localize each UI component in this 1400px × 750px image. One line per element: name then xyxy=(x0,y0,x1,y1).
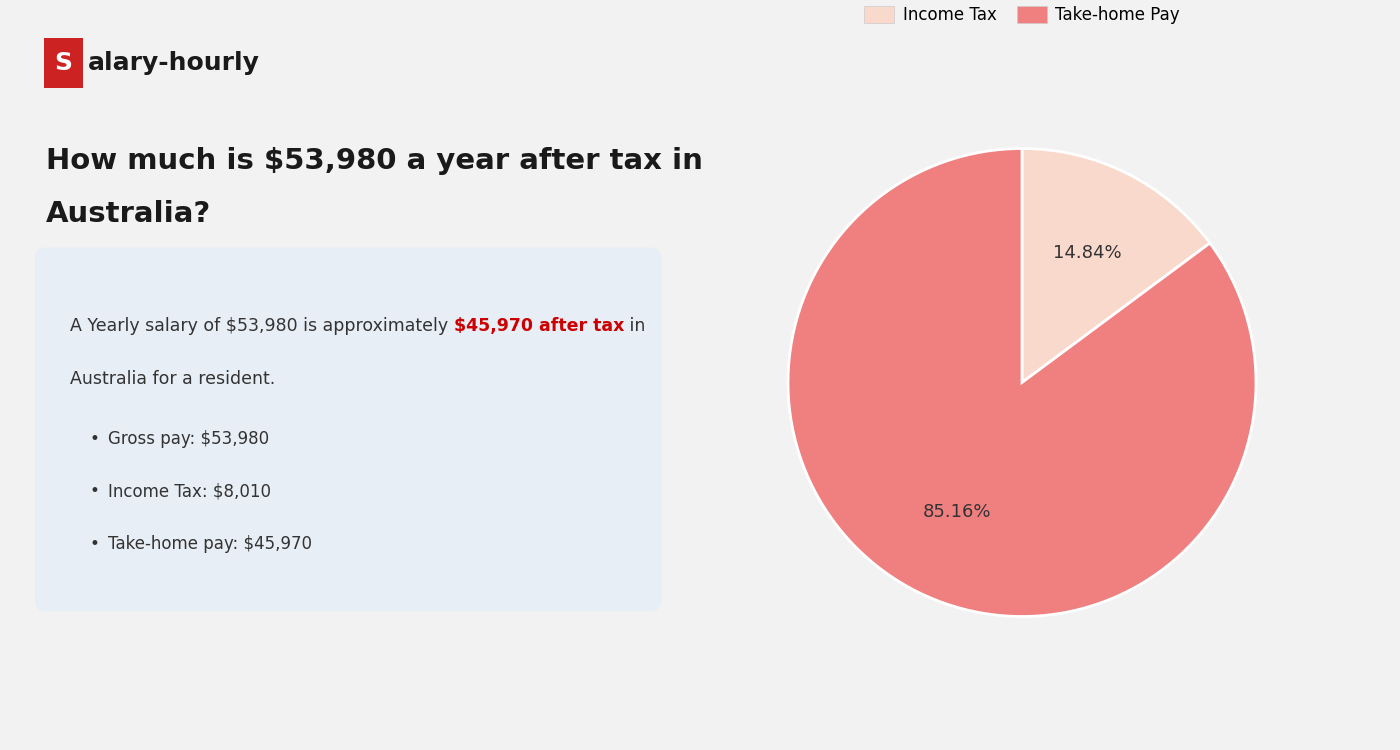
Text: A Yearly salary of $53,980 is approximately: A Yearly salary of $53,980 is approximat… xyxy=(70,317,454,335)
Text: •: • xyxy=(90,535,99,553)
Wedge shape xyxy=(788,148,1256,616)
Text: 14.84%: 14.84% xyxy=(1053,244,1121,262)
Text: alary-hourly: alary-hourly xyxy=(87,51,259,75)
Text: 85.16%: 85.16% xyxy=(923,503,991,521)
Text: Australia for a resident.: Australia for a resident. xyxy=(70,370,276,388)
Text: •: • xyxy=(90,482,99,500)
FancyBboxPatch shape xyxy=(45,38,84,88)
Text: Income Tax: $8,010: Income Tax: $8,010 xyxy=(109,482,272,500)
FancyBboxPatch shape xyxy=(35,248,661,611)
Text: in: in xyxy=(624,317,645,335)
Text: Take-home pay: $45,970: Take-home pay: $45,970 xyxy=(109,535,312,553)
Text: How much is $53,980 a year after tax in: How much is $53,980 a year after tax in xyxy=(45,147,703,176)
Wedge shape xyxy=(1022,148,1210,382)
Text: •: • xyxy=(90,430,99,448)
Text: Australia?: Australia? xyxy=(45,200,211,228)
Text: S: S xyxy=(55,51,73,75)
Text: Gross pay: $53,980: Gross pay: $53,980 xyxy=(109,430,270,448)
Legend: Income Tax, Take-home Pay: Income Tax, Take-home Pay xyxy=(858,0,1186,31)
Text: $45,970 after tax: $45,970 after tax xyxy=(454,317,624,335)
